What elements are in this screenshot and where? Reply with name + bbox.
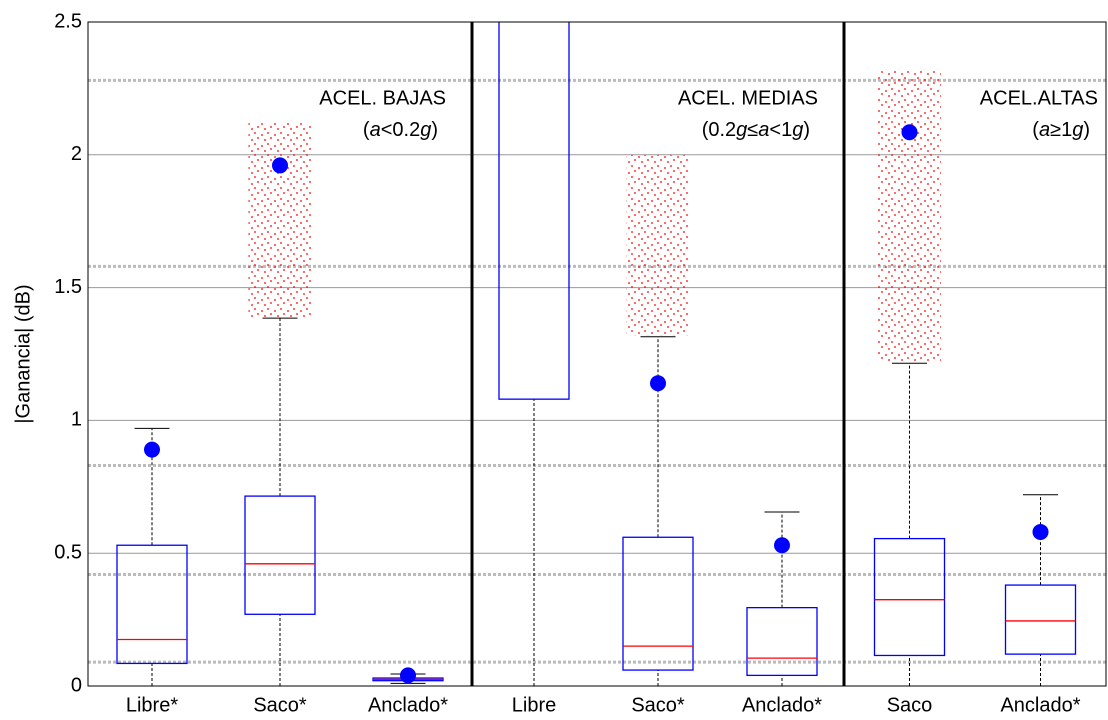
x-tick-label: Libre* (126, 694, 178, 716)
mean-marker (774, 537, 790, 554)
box (498, 22, 570, 400)
y-tick-label: 1.5 (54, 276, 82, 298)
plot-frame (87, 21, 1107, 687)
annotation: (a<0.2g) (363, 119, 438, 141)
outliers (626, 154, 690, 336)
box (746, 606, 818, 677)
y-tick-label: 0.5 (54, 541, 82, 563)
annotation: ACEL. BAJAS (319, 87, 446, 109)
plot-area (116, 22, 1077, 686)
y-tick-label: 1 (71, 409, 82, 431)
box (244, 495, 316, 615)
mean-marker (400, 667, 416, 684)
x-tick-label: Saco* (631, 694, 685, 716)
x-tick-label: Anclado* (1000, 694, 1080, 716)
y-tick-label: 2 (71, 143, 82, 165)
annotation: ACEL.ALTAS (980, 87, 1098, 109)
x-tick-label: Saco* (253, 694, 307, 716)
box (873, 537, 946, 657)
outliers (878, 69, 941, 362)
box (622, 536, 694, 671)
y-axis-label: |Ganancia| (dB) (12, 284, 34, 423)
box (1004, 584, 1077, 655)
mean-marker (1032, 523, 1049, 540)
outliers (248, 122, 312, 319)
mean-marker (144, 441, 160, 458)
annotation: (0.2g≤a<1g) (702, 119, 810, 141)
mean-marker (650, 375, 666, 392)
x-tick-label: Anclado* (368, 694, 448, 716)
y-tick-label: 2.5 (54, 10, 82, 32)
y-tick-label: 0 (71, 674, 82, 696)
mean-marker (272, 157, 288, 174)
annotation: ACEL. MEDIAS (678, 87, 818, 109)
x-tick-label: Libre (512, 694, 556, 716)
box (116, 544, 188, 665)
annotation: (a≥1g) (1032, 119, 1090, 141)
x-tick-label: Saco (887, 694, 933, 716)
x-tick-label: Anclado* (742, 694, 822, 716)
mean-marker (901, 124, 918, 141)
